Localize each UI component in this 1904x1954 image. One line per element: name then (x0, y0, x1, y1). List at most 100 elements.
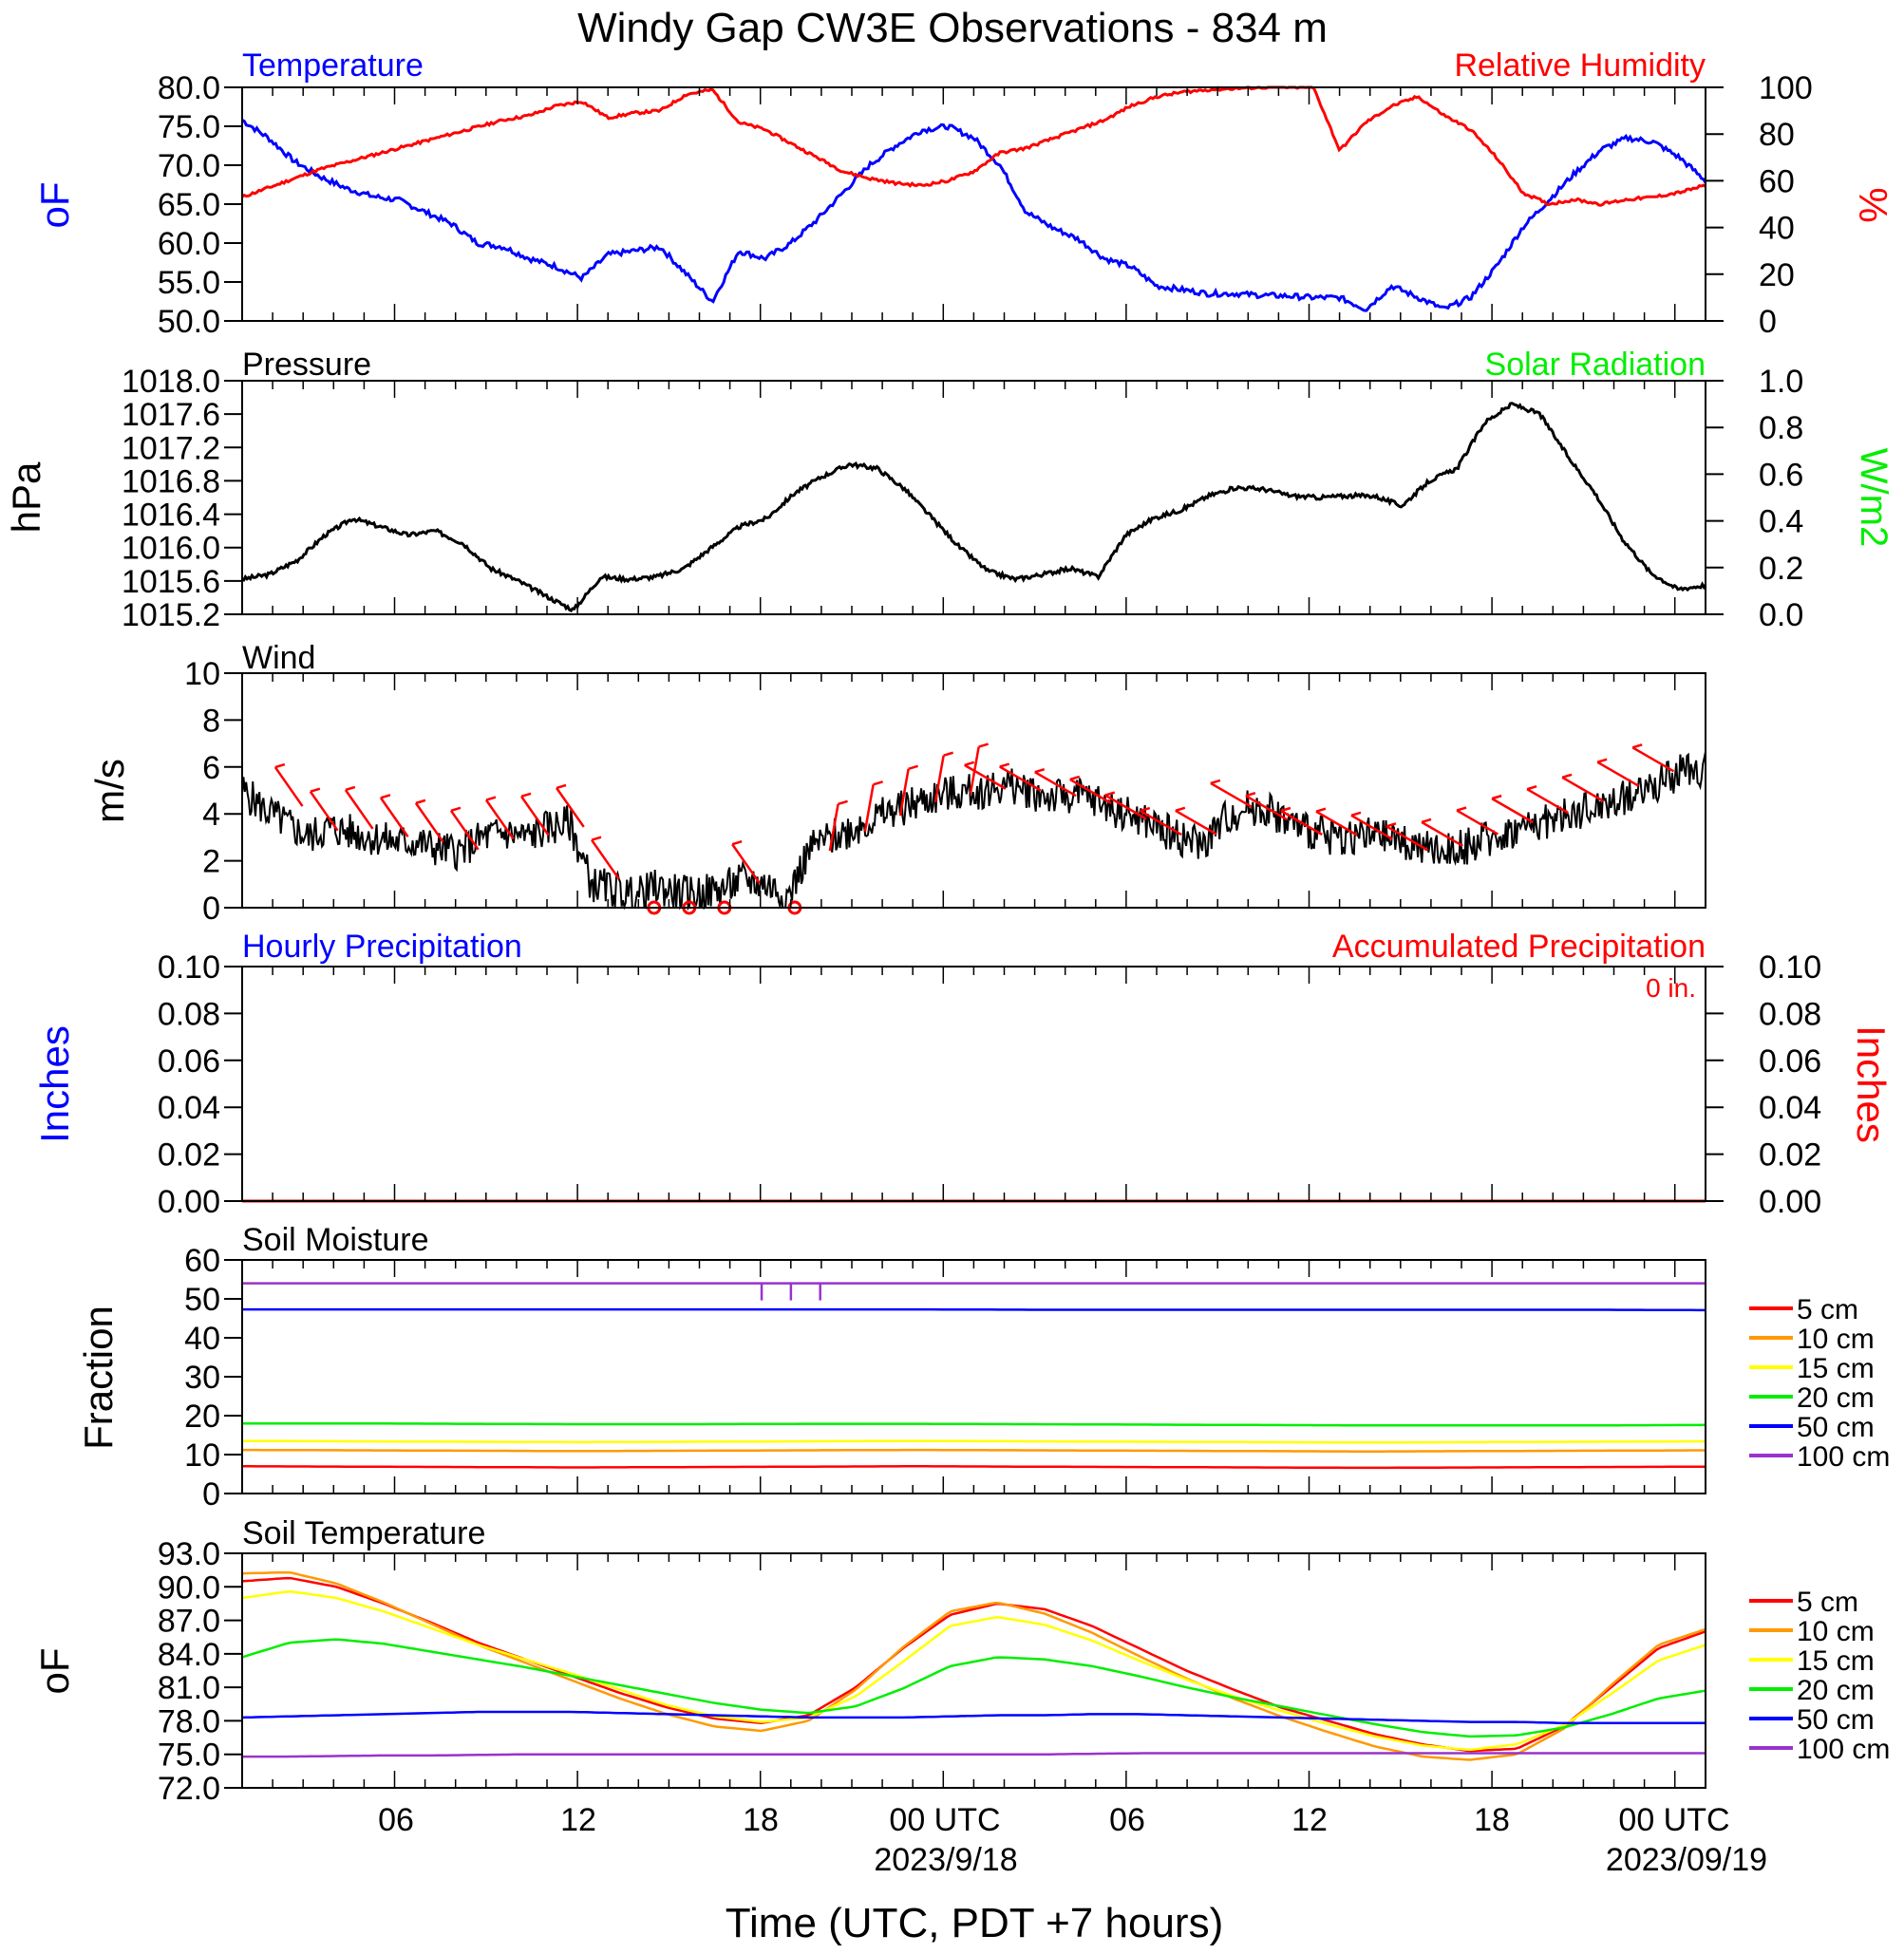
pressure-tick-label: 1017.2 (122, 430, 220, 466)
pressure-tick-label: 1015.2 (122, 597, 220, 633)
wind-barb (344, 789, 374, 830)
soil-temp-tick-label: 84.0 (158, 1637, 220, 1673)
wind-barb (1104, 794, 1147, 820)
wind-barb-flag (908, 764, 918, 771)
soil-temp-lines (241, 1570, 1706, 1761)
pressure-line (241, 402, 1707, 613)
wind-tick-label: 6 (202, 750, 220, 786)
soil-moisture-line-3 (242, 1421, 1706, 1427)
soil-temp-line-5 (242, 1752, 1706, 1758)
wind-barb (1034, 771, 1077, 798)
soil-moisture-tick-label: 10 (184, 1437, 220, 1474)
soil-temp-line-1 (241, 1570, 1706, 1761)
precip-left-tick-label: 0.10 (158, 949, 220, 986)
wind-frame (241, 672, 1706, 909)
legend-label: 50 cm (1797, 1704, 1875, 1736)
x-axis-ticks (241, 87, 1676, 1788)
temp-tick-label: 65.0 (158, 187, 220, 223)
precip-right-tick-label: 0.00 (1759, 1184, 1821, 1220)
humidity-line (241, 85, 1706, 207)
temp-tick-label: 60.0 (158, 226, 220, 262)
rh-title: Relative Humidity (1454, 47, 1706, 84)
wind-barb-flag (1104, 791, 1116, 797)
rh-tick-label: 80 (1759, 117, 1795, 153)
wind-barb-flag (345, 785, 356, 792)
rh-tick-label: 60 (1759, 163, 1795, 199)
wind-barb (964, 763, 1007, 790)
precip-right-tick-label: 0.10 (1759, 949, 1821, 986)
temp-rh-frame (241, 86, 1706, 322)
hourly-precip-title: Hourly Precipitation (242, 929, 522, 965)
wind-barb (273, 766, 304, 807)
wind-barb (1421, 820, 1463, 848)
solar-tick-label: 0.4 (1759, 504, 1803, 540)
soil-moisture-tick-label: 20 (184, 1399, 220, 1435)
soil-temp-line-3 (241, 1638, 1706, 1738)
wind-barb-flag (520, 792, 532, 798)
soil-moisture-frame (241, 1259, 1706, 1494)
pressure-tick-label: 1018.0 (122, 364, 220, 400)
soil-moisture-lines (242, 1282, 1706, 1470)
wind-title: Wind (242, 640, 315, 676)
wind-barb-flag (310, 787, 321, 793)
solar-tick-label: 0.8 (1759, 410, 1803, 446)
wind-barb-flag (838, 799, 848, 806)
solar-title: Solar Radiation (1485, 347, 1706, 383)
wind-barb-flag (943, 751, 954, 757)
precip-left-tick-label: 0.08 (158, 996, 220, 1032)
wind-barb-flag (380, 794, 391, 799)
wind-barb (1526, 788, 1570, 815)
precip-left-tick-label: 0.00 (158, 1184, 220, 1220)
solar-tick-label: 0.0 (1759, 597, 1803, 633)
legend-label: 10 cm (1797, 1324, 1875, 1355)
rh-tick-label: 40 (1759, 211, 1795, 247)
wind-tick-labels: 10 8 6 4 2 0 (184, 656, 242, 927)
legend-label: 100 cm (1797, 1734, 1890, 1765)
pressure-tick-label: 1016.8 (122, 463, 220, 499)
soil-temp-tick-label: 81.0 (158, 1670, 220, 1706)
soil-moisture-tick-label: 30 (184, 1360, 220, 1396)
precip-right-tick-label: 0.04 (1759, 1090, 1821, 1126)
wind-tick-label: 2 (202, 844, 220, 880)
x-tick-label: 12 (560, 1802, 596, 1838)
pressure-tick-labels: 1018.01017.61017.21016.81016.41016.01015… (122, 364, 242, 633)
wind-unit: m/s (87, 759, 132, 823)
wind-barb-flag (274, 762, 286, 769)
wind-tick-label: 0 (202, 891, 220, 927)
legend-label: 100 cm (1797, 1441, 1890, 1473)
soil-temp-line-4 (241, 1710, 1706, 1725)
wind-barb (1386, 825, 1428, 852)
wind-barb-flag (1526, 784, 1537, 791)
wind-barb-flag (556, 783, 567, 790)
x-tick-label: 18 (1474, 1802, 1510, 1838)
wind-barb (379, 797, 409, 837)
solar-unit: W/m2 (1853, 448, 1895, 547)
wind-barb-flag (1631, 743, 1643, 749)
temp-tick-label: 75.0 (158, 109, 220, 145)
wind-barb-flag (1140, 806, 1151, 813)
wind-barb (556, 787, 585, 828)
precip-right-tick-labels: 0.10 0.08 0.06 0.04 0.02 0.00 (1706, 949, 1821, 1220)
pressure-tick-label: 1016.4 (122, 498, 220, 534)
wind-barb (1210, 781, 1253, 809)
panel-soil-temp: Soil Temperature oF 93.090.087.084.081.0… (32, 1515, 1890, 1807)
temp-tick-label: 50.0 (158, 304, 220, 340)
rh-tick-label: 20 (1759, 257, 1795, 293)
x-tick-label: 00 UTC (889, 1802, 1000, 1838)
soil-temp-tick-label: 90.0 (158, 1569, 220, 1606)
temp-tick-label: 70.0 (158, 148, 220, 184)
wind-barb-flag (1421, 817, 1432, 824)
wind-barb (1631, 746, 1675, 773)
x-tick-label: 18 (743, 1802, 779, 1838)
wind-barb-flag (964, 761, 975, 767)
wind-barb (1280, 809, 1323, 836)
wind-barb-flag (1350, 811, 1362, 817)
wind-barb-flag (1456, 806, 1467, 812)
soil-moisture-line-1 (242, 1448, 1706, 1453)
soil-temp-tick-label: 93.0 (158, 1536, 220, 1572)
legend-label: 15 cm (1797, 1645, 1875, 1677)
legend-label: 50 cm (1797, 1412, 1875, 1443)
